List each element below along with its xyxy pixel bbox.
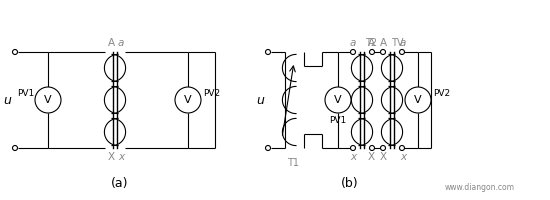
Text: PV2: PV2 (433, 90, 450, 98)
Text: X: X (379, 152, 387, 162)
Text: V: V (414, 95, 422, 105)
Text: PV1: PV1 (329, 116, 346, 125)
Text: www.diangon.com: www.diangon.com (445, 183, 515, 192)
Circle shape (13, 146, 18, 150)
Circle shape (405, 87, 431, 113)
Text: V: V (184, 95, 192, 105)
Text: x: x (400, 152, 406, 162)
Circle shape (399, 146, 404, 150)
Text: PV2: PV2 (203, 90, 220, 98)
Text: u: u (256, 94, 264, 106)
Text: TV: TV (391, 38, 404, 48)
Text: PV1: PV1 (16, 90, 34, 98)
Text: a: a (118, 38, 124, 48)
Text: a: a (350, 38, 356, 48)
Circle shape (175, 87, 201, 113)
Text: x: x (118, 152, 124, 162)
Text: X: X (367, 152, 375, 162)
Text: T2: T2 (365, 38, 377, 48)
Text: x: x (350, 152, 356, 162)
Text: T1: T1 (287, 158, 299, 168)
Text: (b): (b) (340, 177, 358, 190)
Text: A: A (379, 38, 387, 48)
Text: a: a (400, 38, 406, 48)
Text: A: A (367, 38, 375, 48)
Circle shape (370, 49, 375, 54)
Circle shape (35, 87, 61, 113)
Circle shape (381, 146, 386, 150)
Circle shape (350, 146, 355, 150)
Circle shape (266, 49, 271, 54)
Circle shape (13, 49, 18, 54)
Text: (a): (a) (111, 177, 129, 190)
Circle shape (370, 146, 375, 150)
Text: V: V (44, 95, 52, 105)
Text: A: A (107, 38, 114, 48)
Text: X: X (107, 152, 114, 162)
Text: V: V (334, 95, 342, 105)
Circle shape (350, 49, 355, 54)
Text: u: u (3, 94, 11, 106)
Circle shape (399, 49, 404, 54)
Circle shape (266, 146, 271, 150)
Circle shape (381, 49, 386, 54)
Circle shape (325, 87, 351, 113)
